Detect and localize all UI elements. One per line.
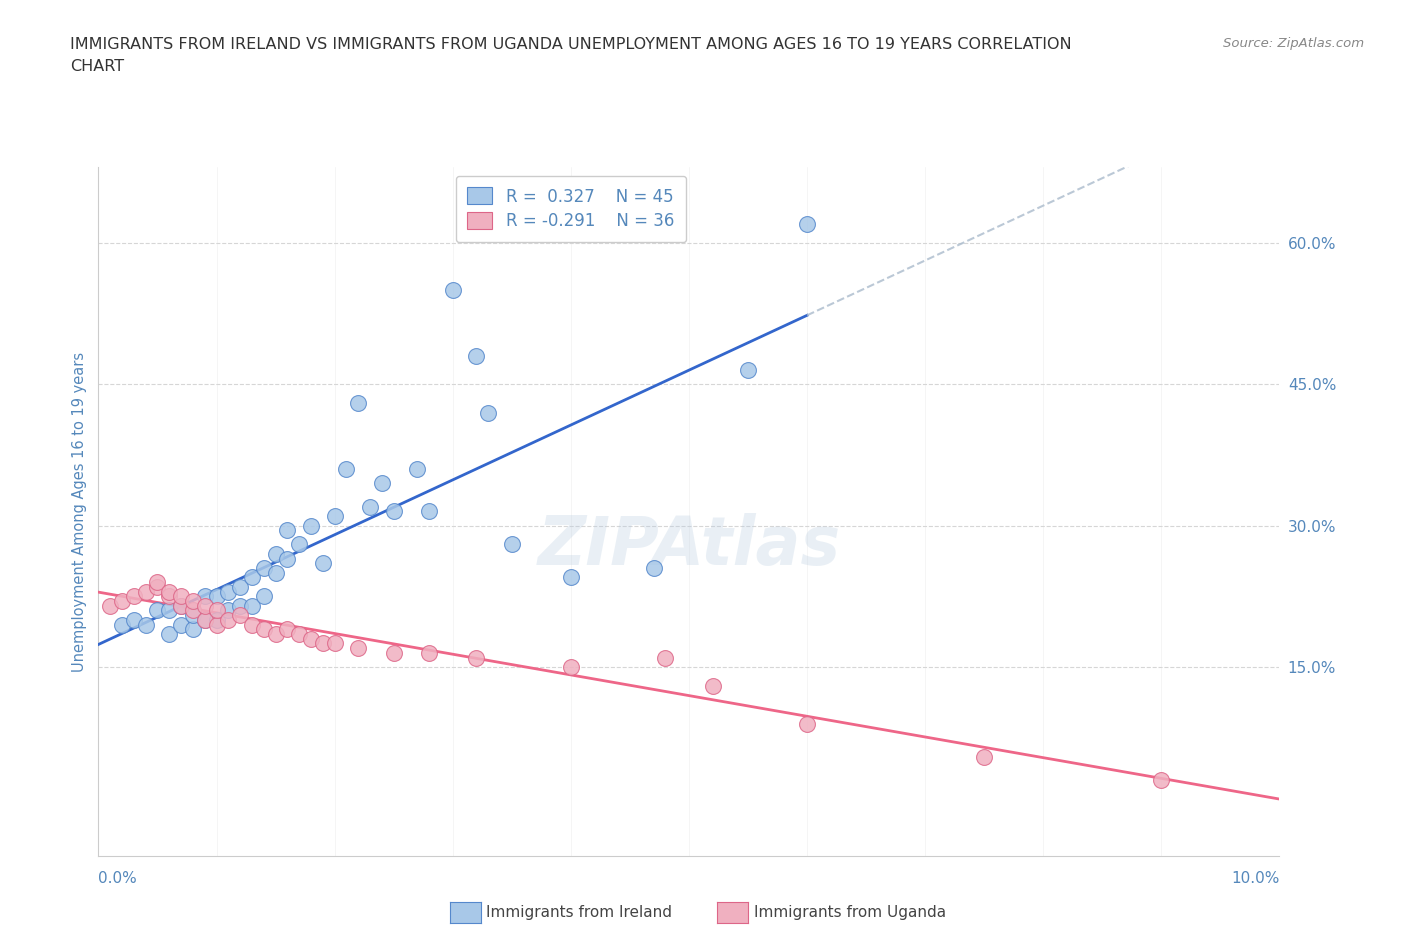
Point — [796, 217, 818, 232]
Point — [276, 523, 298, 538]
Point — [796, 716, 818, 731]
Legend: R =  0.327    N = 45, R = -0.291    N = 36: R = 0.327 N = 45, R = -0.291 N = 36 — [456, 176, 686, 242]
Point — [181, 603, 204, 618]
Text: Source: ZipAtlas.com: Source: ZipAtlas.com — [1223, 37, 1364, 50]
Text: 10.0%: 10.0% — [1232, 871, 1279, 886]
Point — [146, 579, 169, 594]
Text: IMMIGRANTS FROM IRELAND VS IMMIGRANTS FROM UGANDA UNEMPLOYMENT AMONG AGES 16 TO : IMMIGRANTS FROM IRELAND VS IMMIGRANTS FR… — [70, 37, 1071, 74]
Point — [194, 589, 217, 604]
Point — [181, 593, 204, 608]
Point — [371, 476, 394, 491]
Point — [264, 627, 287, 642]
Point — [253, 589, 276, 604]
Point — [560, 570, 582, 585]
Point — [157, 584, 180, 599]
Point — [217, 603, 239, 618]
Point — [323, 636, 346, 651]
Text: Immigrants from Uganda: Immigrants from Uganda — [754, 905, 946, 920]
Point — [170, 598, 193, 613]
Text: ZIPAtlas: ZIPAtlas — [537, 513, 841, 578]
Point — [643, 561, 665, 576]
Point — [276, 622, 298, 637]
Point — [418, 645, 440, 660]
Point — [157, 627, 180, 642]
Point — [347, 641, 370, 656]
Point — [477, 405, 499, 420]
Point — [217, 613, 239, 628]
Point — [205, 618, 228, 632]
Point — [194, 598, 217, 613]
Point — [146, 575, 169, 590]
Point — [111, 593, 134, 608]
Point — [441, 283, 464, 298]
Point — [205, 603, 228, 618]
Point — [299, 518, 322, 533]
Point — [122, 589, 145, 604]
Point — [253, 622, 276, 637]
Point — [170, 618, 193, 632]
Point — [299, 631, 322, 646]
Point — [288, 627, 311, 642]
Point — [170, 598, 193, 613]
Point — [98, 598, 121, 613]
Point — [217, 584, 239, 599]
Point — [1150, 773, 1173, 788]
Point — [229, 579, 252, 594]
Point — [135, 618, 157, 632]
Point — [111, 618, 134, 632]
Point — [122, 613, 145, 628]
Point — [240, 618, 263, 632]
Text: 0.0%: 0.0% — [98, 871, 138, 886]
Point — [229, 608, 252, 623]
Point — [418, 504, 440, 519]
Point — [312, 636, 335, 651]
Point — [347, 395, 370, 410]
Point — [465, 650, 488, 665]
Point — [157, 603, 180, 618]
Point — [276, 551, 298, 566]
Point — [181, 622, 204, 637]
Point — [157, 589, 180, 604]
Point — [170, 589, 193, 604]
Point — [382, 645, 405, 660]
Point — [501, 537, 523, 551]
Point — [323, 509, 346, 524]
Point — [560, 659, 582, 674]
Point — [654, 650, 676, 665]
Point — [205, 589, 228, 604]
Point — [359, 499, 381, 514]
Point — [240, 598, 263, 613]
Point — [194, 613, 217, 628]
Point — [135, 584, 157, 599]
Text: Immigrants from Ireland: Immigrants from Ireland — [486, 905, 672, 920]
Point — [737, 363, 759, 378]
Point — [288, 537, 311, 551]
Point — [229, 598, 252, 613]
Point — [194, 613, 217, 628]
Point — [264, 565, 287, 580]
Point — [240, 570, 263, 585]
Y-axis label: Unemployment Among Ages 16 to 19 years: Unemployment Among Ages 16 to 19 years — [72, 352, 87, 671]
Point — [335, 461, 357, 476]
Point — [702, 679, 724, 694]
Point — [253, 561, 276, 576]
Point — [312, 556, 335, 571]
Point — [205, 613, 228, 628]
Point — [406, 461, 429, 476]
Point — [973, 750, 995, 764]
Point — [181, 608, 204, 623]
Point — [264, 547, 287, 562]
Point — [465, 349, 488, 364]
Point — [382, 504, 405, 519]
Point — [146, 603, 169, 618]
